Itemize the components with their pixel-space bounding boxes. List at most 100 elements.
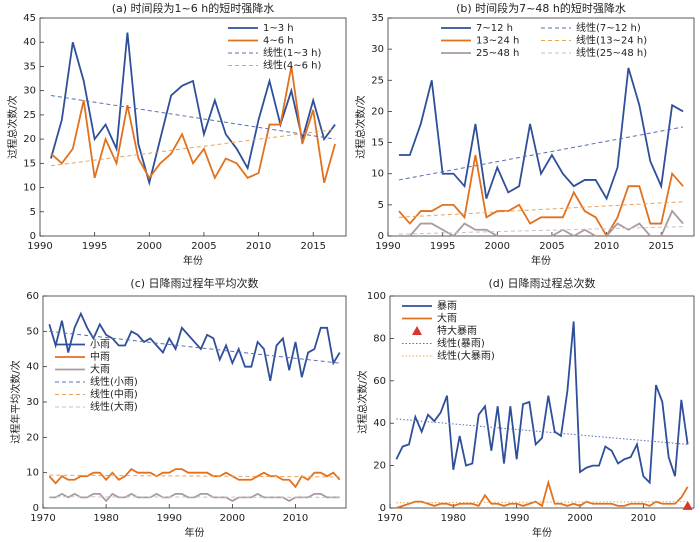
x-axis-label: 年份 (532, 526, 552, 539)
chart-title: (c) 日降雨过程年平均次数 (130, 276, 258, 290)
y-tick-label: 0 (33, 503, 39, 514)
y-tick-label: 45 (23, 13, 36, 24)
chart-title: (d) 日降雨过程总次数 (488, 276, 595, 290)
y-tick-label: 20 (26, 432, 39, 443)
x-tick-label: 2005 (539, 241, 564, 252)
x-tick-label: 1990 (504, 513, 529, 524)
y-tick-label: 10 (26, 468, 39, 479)
y-tick-label: 60 (373, 376, 386, 387)
x-tick-label: 2015 (648, 241, 673, 252)
x-tick-label: 1970 (377, 513, 402, 524)
y-tick-label: 40 (373, 418, 386, 429)
y-tick-label: 30 (26, 397, 39, 408)
legend-label: 特大暴雨 (437, 324, 477, 337)
trend-line (398, 201, 684, 218)
y-tick-label: 20 (373, 461, 386, 472)
legend-marker (412, 326, 422, 335)
legend-label: 线性(中雨) (90, 388, 138, 401)
y-tick-label: 0 (30, 231, 36, 242)
legend-label: 线性(大暴雨) (437, 349, 495, 362)
x-tick-label: 2015 (300, 241, 325, 252)
x-tick-label: 2000 (137, 241, 162, 252)
series-line (398, 209, 684, 238)
legend-label: 线性(小雨) (90, 375, 138, 388)
legend: 1~3 h 4~6 h线性(1~3 h)线性(4~6 h) (228, 23, 322, 72)
x-tick-label: 2000 (485, 241, 510, 252)
y-tick-label: 60 (26, 291, 39, 302)
x-tick-label: 1980 (441, 513, 466, 524)
legend-label: 7~12 h (476, 23, 513, 34)
trend-line (49, 496, 340, 498)
trend-line (49, 474, 340, 478)
plot-frame (387, 17, 695, 237)
y-tick-label: 30 (23, 86, 36, 97)
y-tick-label: 25 (23, 110, 36, 121)
legend-label: 4~6 h (263, 36, 294, 47)
legend-label: 线性(暴雨) (437, 337, 485, 350)
y-tick-label: 20 (23, 134, 36, 145)
y-tick-label: 25 (371, 75, 384, 86)
x-tick-label: 1990 (157, 513, 182, 524)
series-line (396, 479, 689, 509)
y-tick-label: 80 (373, 333, 386, 344)
trend-line (50, 95, 336, 140)
chart-title: (b) 时间段为7~48 h的短时强降水 (456, 1, 626, 15)
y-tick-label: 5 (30, 207, 36, 218)
legend-label: 线性(25~48 h) (576, 46, 647, 59)
plot-frame (389, 295, 695, 509)
x-tick-label: 2005 (191, 241, 216, 252)
x-axis-label: 年份 (183, 254, 203, 267)
y-tick-label: 30 (371, 44, 384, 55)
legend-label: 大雨 (437, 312, 457, 325)
plot-frame (39, 17, 347, 237)
x-axis-label: 年份 (185, 526, 205, 539)
x-tick-label: 1995 (82, 241, 107, 252)
series-line (48, 311, 341, 381)
x-tick-label: 1970 (30, 513, 55, 524)
legend-label: 线性(13~24 h) (576, 34, 647, 47)
y-tick-label: 10 (371, 169, 384, 180)
series-line (50, 32, 336, 187)
series-line (395, 321, 689, 485)
y-tick-label: 50 (26, 326, 39, 337)
y-tick-label: 15 (23, 158, 36, 169)
y-tick-label: 100 (367, 291, 386, 302)
y-axis-label: 过程总次数/次 (6, 95, 19, 158)
legend-label: 13~24 h (476, 36, 519, 47)
trend-line (396, 418, 688, 445)
y-axis-label: 过程总次数/次 (356, 370, 369, 433)
x-tick-label: 1990 (375, 241, 400, 252)
series-line (50, 66, 336, 183)
y-axis-label: 过程总次数/次 (354, 95, 367, 158)
legend-label: 线性(1~3 h) (263, 46, 322, 59)
y-tick-label: 20 (371, 106, 384, 117)
y-axis-label: 过程年平均次数/次 (9, 360, 22, 443)
trend-line (50, 128, 336, 167)
x-tick-label: 1980 (93, 513, 118, 524)
y-tick-label: 0 (378, 231, 384, 242)
x-tick-label: 2010 (246, 241, 271, 252)
legend-label: 25~48 h (476, 48, 519, 59)
y-tick-label: 35 (23, 61, 36, 72)
legend-label: 小雨 (90, 339, 110, 351)
marker (682, 500, 693, 510)
x-tick-label: 2010 (594, 241, 619, 252)
y-tick-label: 5 (378, 200, 384, 211)
series-line (48, 467, 341, 489)
x-tick-label: 2000 (567, 513, 592, 524)
legend-label: 1~3 h (263, 23, 294, 34)
legend: 7~12 h 线性(7~12 h) 13~24 h 线性(13~24 h) 25~48 … (441, 21, 647, 59)
chart-title: (a) 时间段为1~6 h的短时强降水 (112, 1, 275, 15)
series-line (49, 492, 340, 503)
x-tick-label: 2010 (631, 513, 656, 524)
y-tick-label: 40 (23, 37, 36, 48)
legend-label: 暴雨 (437, 300, 457, 312)
y-tick-label: 35 (371, 13, 384, 24)
legend-label: 线性(7~12 h) (576, 21, 641, 34)
x-tick-label: 1990 (27, 241, 52, 252)
trend-line (396, 501, 688, 504)
x-tick-label: 2010 (283, 513, 308, 524)
